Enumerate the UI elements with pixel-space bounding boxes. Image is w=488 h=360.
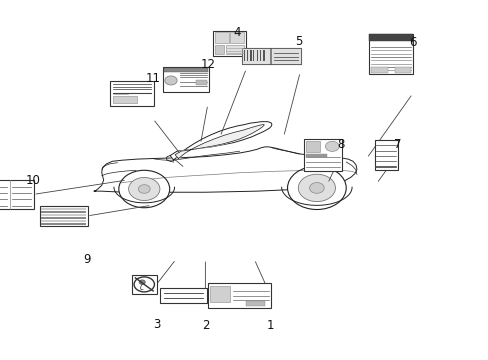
Text: 7: 7 — [393, 138, 401, 150]
FancyBboxPatch shape — [242, 48, 300, 64]
FancyBboxPatch shape — [225, 45, 244, 54]
FancyBboxPatch shape — [162, 67, 209, 92]
FancyBboxPatch shape — [214, 32, 228, 43]
Text: 11: 11 — [145, 72, 160, 85]
Text: 5: 5 — [295, 35, 303, 48]
FancyBboxPatch shape — [368, 34, 412, 41]
Text: 4: 4 — [232, 26, 240, 39]
Circle shape — [287, 166, 346, 210]
Text: 6: 6 — [408, 36, 416, 49]
FancyBboxPatch shape — [368, 34, 412, 74]
FancyBboxPatch shape — [244, 50, 245, 62]
FancyBboxPatch shape — [214, 45, 224, 54]
FancyBboxPatch shape — [305, 153, 326, 157]
Text: 8: 8 — [337, 138, 345, 150]
FancyBboxPatch shape — [253, 50, 254, 62]
Text: 10: 10 — [26, 174, 41, 186]
FancyBboxPatch shape — [112, 96, 137, 103]
FancyBboxPatch shape — [110, 81, 154, 106]
FancyBboxPatch shape — [256, 50, 258, 62]
FancyBboxPatch shape — [305, 141, 320, 152]
FancyBboxPatch shape — [394, 67, 410, 73]
Circle shape — [325, 141, 339, 152]
FancyBboxPatch shape — [250, 50, 251, 62]
FancyBboxPatch shape — [209, 286, 230, 301]
FancyBboxPatch shape — [303, 139, 341, 171]
FancyBboxPatch shape — [374, 140, 397, 170]
Circle shape — [134, 277, 154, 292]
FancyBboxPatch shape — [213, 31, 246, 56]
FancyBboxPatch shape — [0, 180, 34, 209]
Polygon shape — [170, 122, 271, 160]
FancyBboxPatch shape — [207, 283, 271, 308]
FancyBboxPatch shape — [41, 208, 86, 210]
FancyBboxPatch shape — [230, 32, 244, 43]
FancyBboxPatch shape — [41, 214, 86, 216]
Polygon shape — [94, 147, 356, 192]
Circle shape — [139, 280, 145, 284]
FancyBboxPatch shape — [163, 68, 208, 72]
Circle shape — [128, 177, 160, 201]
FancyBboxPatch shape — [41, 211, 86, 213]
FancyBboxPatch shape — [41, 223, 86, 225]
FancyBboxPatch shape — [370, 67, 387, 73]
Text: 12: 12 — [200, 58, 215, 71]
FancyBboxPatch shape — [246, 50, 247, 62]
FancyBboxPatch shape — [41, 217, 86, 219]
FancyBboxPatch shape — [245, 301, 264, 306]
Text: 1: 1 — [266, 319, 274, 332]
Circle shape — [119, 170, 169, 208]
Polygon shape — [175, 125, 264, 158]
FancyBboxPatch shape — [263, 50, 264, 62]
FancyBboxPatch shape — [242, 48, 270, 64]
Text: 2: 2 — [201, 319, 209, 332]
FancyBboxPatch shape — [131, 275, 157, 294]
FancyBboxPatch shape — [196, 80, 207, 85]
Text: 9: 9 — [83, 253, 91, 266]
FancyBboxPatch shape — [271, 48, 300, 64]
Circle shape — [138, 185, 150, 193]
Circle shape — [309, 183, 324, 193]
FancyBboxPatch shape — [160, 288, 206, 303]
FancyBboxPatch shape — [41, 220, 86, 222]
Text: 3: 3 — [152, 318, 160, 330]
Circle shape — [298, 174, 335, 202]
Circle shape — [164, 76, 177, 85]
FancyBboxPatch shape — [40, 206, 87, 226]
